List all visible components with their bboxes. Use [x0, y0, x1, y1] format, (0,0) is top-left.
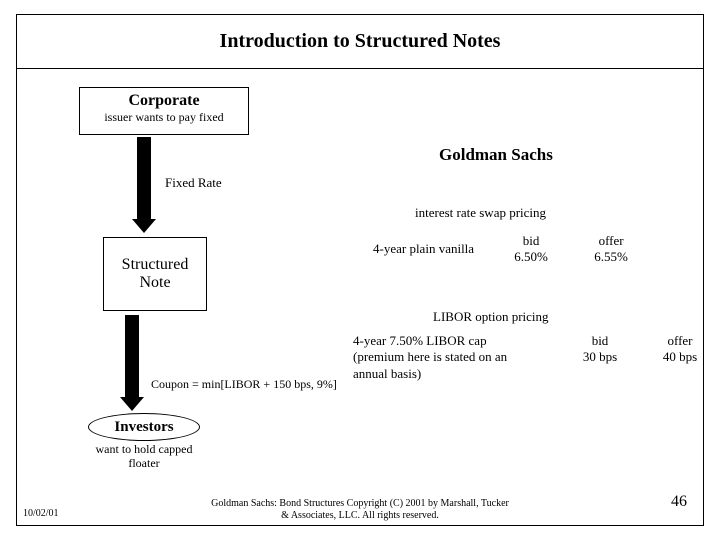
- option-lead-2: (premium here is stated on an annual bas…: [353, 349, 543, 382]
- slide-frame: Introduction to Structured Notes Corpora…: [16, 14, 704, 526]
- corporate-sub: issuer wants to pay fixed: [80, 110, 248, 125]
- swap-bid-value: 6.50%: [508, 249, 554, 265]
- investors-heading: Investors: [114, 419, 173, 436]
- coupon-label: Coupon = min[LIBOR + 150 bps, 9%]: [151, 377, 337, 392]
- arrow-corporate-to-note: [137, 137, 151, 223]
- fixed-rate-label: Fixed Rate: [165, 175, 222, 191]
- structured-note-box: Structured Note: [103, 237, 207, 311]
- footer-date: 10/02/01: [23, 508, 59, 519]
- swap-offer-col: offer 6.55%: [588, 233, 634, 265]
- corporate-box: Corporate issuer wants to pay fixed: [79, 87, 249, 135]
- option-lead-1: 4-year 7.50% LIBOR cap: [353, 333, 543, 349]
- goldman-heading: Goldman Sachs: [439, 145, 553, 165]
- footer-center: Goldman Sachs: Bond Structures Copyright…: [210, 498, 510, 521]
- option-offer-label: offer: [657, 333, 703, 349]
- swap-offer-label: offer: [588, 233, 634, 249]
- option-bid-col: bid 30 bps: [577, 333, 623, 365]
- swap-offer-value: 6.55%: [588, 249, 634, 265]
- structured-note-text: Structured Note: [122, 256, 189, 292]
- slide-title: Introduction to Structured Notes: [17, 15, 703, 69]
- investors-ellipse: Investors: [88, 413, 200, 441]
- footer-page: 46: [671, 493, 687, 511]
- option-row: 4-year 7.50% LIBOR cap (premium here is …: [353, 333, 703, 382]
- corporate-heading: Corporate: [80, 92, 248, 110]
- option-offer-value: 40 bps: [657, 349, 703, 365]
- option-bid-label: bid: [577, 333, 623, 349]
- arrow-note-to-investors: [125, 315, 139, 401]
- investors-sub: want to hold capped floater: [81, 443, 207, 471]
- swap-row: 4-year plain vanilla bid 6.50% offer 6.5…: [373, 233, 634, 265]
- option-heading: LIBOR option pricing: [433, 309, 549, 325]
- option-offer-col: offer 40 bps: [657, 333, 703, 365]
- swap-lead: 4-year plain vanilla: [373, 241, 474, 257]
- option-bid-value: 30 bps: [577, 349, 623, 365]
- swap-bid-label: bid: [508, 233, 554, 249]
- swap-bid-col: bid 6.50%: [508, 233, 554, 265]
- swap-heading: interest rate swap pricing: [415, 205, 546, 221]
- investors-box: Investors want to hold capped floater: [81, 413, 207, 471]
- option-lead: 4-year 7.50% LIBOR cap (premium here is …: [353, 333, 543, 382]
